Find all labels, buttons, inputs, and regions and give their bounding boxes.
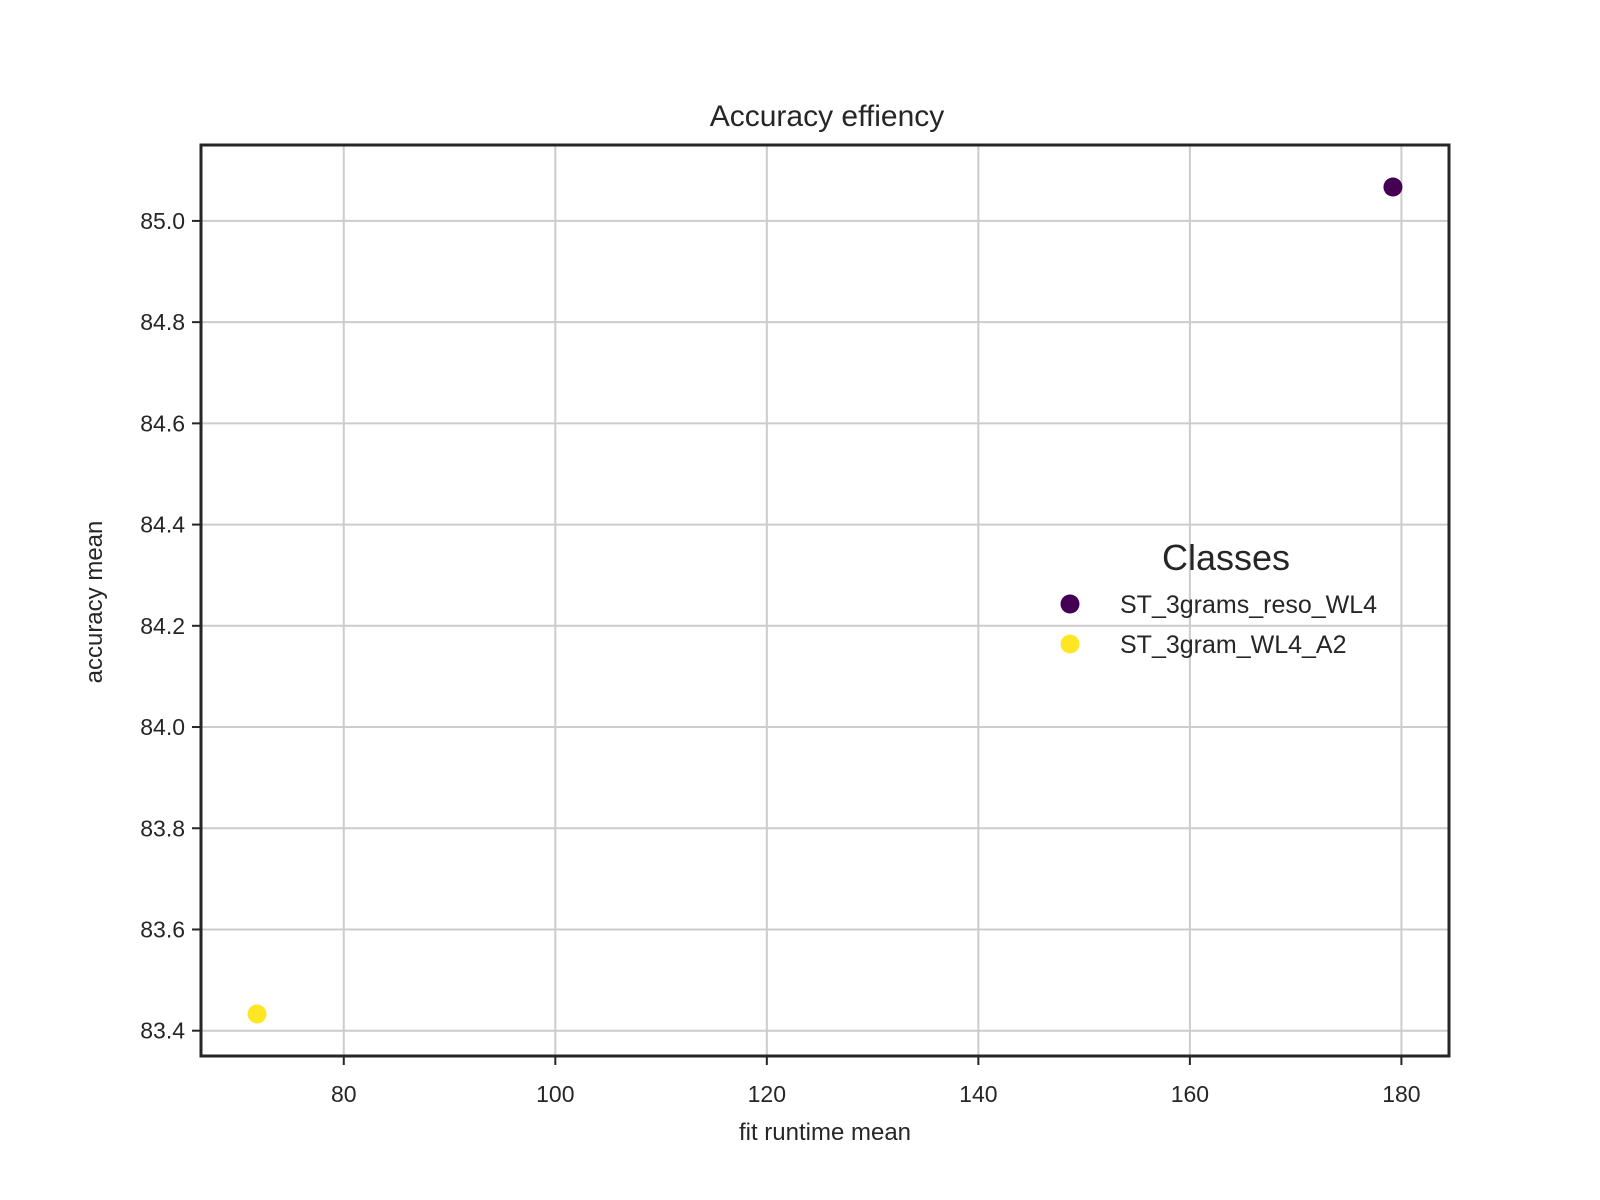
y-tick-label: 84.0 (140, 714, 185, 740)
legend-title: Classes (1162, 537, 1290, 578)
x-tick-label: 180 (1382, 1081, 1420, 1107)
x-tick-label: 120 (748, 1081, 786, 1107)
y-tick-label: 83.6 (140, 916, 185, 942)
data-points (247, 177, 1403, 1024)
legend-label-1: ST_3grams_reso_WL4 (1120, 591, 1377, 619)
y-tick-label: 83.8 (140, 815, 185, 841)
grid (201, 145, 1449, 1056)
y-tick-label: 85.0 (140, 208, 185, 234)
x-tick-label: 80 (331, 1081, 357, 1107)
legend-label-2: ST_3gram_WL4_A2 (1120, 631, 1347, 659)
y-tick-label: 83.4 (140, 1018, 185, 1044)
y-tick-label: 84.6 (140, 410, 185, 436)
x-tick-label: 100 (536, 1081, 574, 1107)
data-point-2 (247, 1004, 267, 1024)
x-tick-label: 160 (1171, 1081, 1209, 1107)
y-tick-label: 84.4 (140, 512, 185, 538)
x-tick-label: 140 (959, 1081, 997, 1107)
chart-title: Accuracy effiency (710, 100, 945, 133)
axis-ticks: 80 100 120 140 160 180 83.4 83.6 83.8 84.0 84.2 84.… (140, 208, 1420, 1107)
legend-marker-2 (1060, 634, 1080, 654)
y-tick-label: 84.2 (140, 613, 185, 639)
x-axis-title: fit runtime mean (739, 1119, 911, 1146)
legend: Classes ST_3grams_reso_WL4 ST_3gram_WL4_A… (1060, 537, 1377, 659)
y-axis-title: accuracy mean (81, 521, 108, 684)
y-tick-label: 84.8 (140, 309, 185, 335)
plot-frame (199, 143, 1451, 1058)
legend-marker-1 (1060, 594, 1080, 614)
data-point-1 (1383, 177, 1403, 197)
